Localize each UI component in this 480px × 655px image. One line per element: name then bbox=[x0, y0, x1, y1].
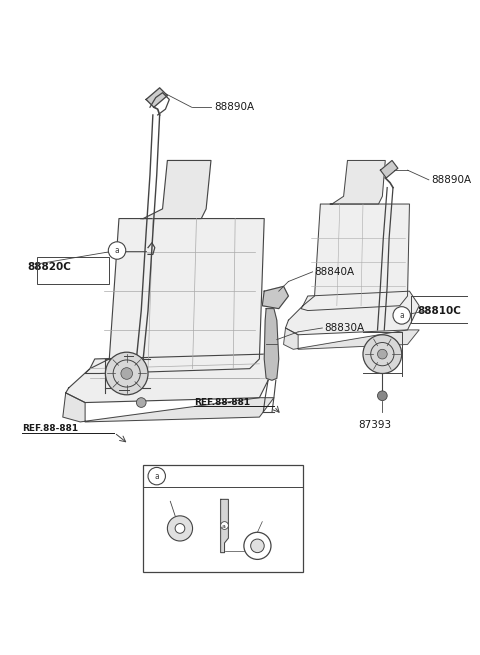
Circle shape bbox=[363, 335, 402, 373]
Text: REF.88-881: REF.88-881 bbox=[194, 398, 251, 407]
Circle shape bbox=[393, 307, 410, 324]
Bar bbox=[411, 296, 480, 323]
Bar bbox=[143, 466, 303, 572]
Text: 88877: 88877 bbox=[248, 508, 276, 516]
Polygon shape bbox=[63, 393, 274, 422]
Circle shape bbox=[175, 523, 185, 533]
Text: 88820C: 88820C bbox=[27, 262, 71, 272]
Text: 88830A: 88830A bbox=[324, 323, 364, 333]
Text: a: a bbox=[115, 246, 120, 255]
Polygon shape bbox=[381, 160, 398, 178]
Text: 88890A: 88890A bbox=[214, 102, 254, 112]
Circle shape bbox=[148, 468, 166, 485]
Polygon shape bbox=[264, 309, 279, 381]
Text: a: a bbox=[399, 311, 404, 320]
Text: a: a bbox=[222, 524, 226, 529]
Text: 88840A: 88840A bbox=[314, 267, 355, 277]
Circle shape bbox=[377, 391, 387, 401]
Text: 88810C: 88810C bbox=[417, 305, 461, 316]
Text: REF.88-881: REF.88-881 bbox=[22, 424, 78, 433]
Polygon shape bbox=[301, 204, 409, 310]
Text: 88878: 88878 bbox=[163, 492, 192, 501]
Circle shape bbox=[221, 521, 228, 529]
Polygon shape bbox=[140, 160, 211, 219]
Circle shape bbox=[106, 352, 148, 395]
Circle shape bbox=[377, 349, 387, 359]
Polygon shape bbox=[85, 219, 264, 373]
Circle shape bbox=[121, 367, 132, 379]
Polygon shape bbox=[66, 354, 274, 403]
Polygon shape bbox=[286, 291, 419, 335]
Polygon shape bbox=[262, 286, 288, 309]
Polygon shape bbox=[284, 328, 419, 349]
Circle shape bbox=[168, 516, 192, 541]
Text: a: a bbox=[155, 472, 159, 481]
Circle shape bbox=[108, 242, 126, 259]
Polygon shape bbox=[330, 160, 385, 204]
Bar bbox=[36, 257, 109, 284]
Circle shape bbox=[251, 539, 264, 553]
Circle shape bbox=[244, 533, 271, 559]
Text: 88890A: 88890A bbox=[431, 175, 471, 185]
Polygon shape bbox=[221, 499, 228, 553]
Polygon shape bbox=[146, 88, 168, 107]
Text: 87393: 87393 bbox=[358, 420, 391, 430]
Circle shape bbox=[136, 398, 146, 407]
